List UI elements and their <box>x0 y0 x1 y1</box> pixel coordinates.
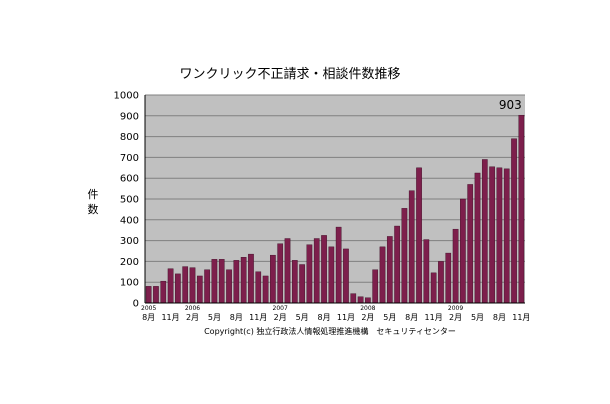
bar <box>379 246 386 304</box>
bar <box>291 260 298 304</box>
y-tick-label: 900 <box>120 111 139 122</box>
y-tick-label: 200 <box>120 257 139 268</box>
bar <box>218 259 225 304</box>
bar <box>328 246 335 304</box>
data-label: 903 <box>499 98 522 112</box>
bar <box>277 243 284 304</box>
chart-title: ワンクリック不正請求・相談件数推移 <box>179 66 400 82</box>
bar <box>496 167 503 304</box>
y-tick-label: 400 <box>120 215 139 226</box>
bar <box>233 260 240 304</box>
bar <box>452 228 459 304</box>
bar <box>189 267 196 304</box>
bar <box>306 244 313 304</box>
bar <box>167 268 174 304</box>
y-tick-label: 100 <box>120 278 139 289</box>
bar <box>211 259 218 304</box>
bar <box>321 235 327 304</box>
bar <box>423 239 430 304</box>
x-tick-label: 11月 <box>337 313 355 322</box>
bar <box>438 261 444 304</box>
y-tick-label: 700 <box>120 153 139 164</box>
x-tick-label: 11月 <box>249 313 267 322</box>
bar <box>430 272 437 304</box>
x-tick-label: 5月 <box>471 313 484 322</box>
x-tick-label: 11月 <box>425 313 443 322</box>
copyright-text: Copyright(c) 独立行政法人情報処理推進機構 セキュリティセンター <box>204 326 456 336</box>
bar <box>226 269 232 304</box>
bar <box>511 138 517 304</box>
bar <box>394 225 400 304</box>
bar <box>196 275 203 304</box>
x-tick-label: 2月 <box>274 313 287 322</box>
bar <box>460 198 466 304</box>
bar <box>270 254 276 304</box>
y-tick-label: 300 <box>120 236 139 247</box>
bar <box>408 190 415 304</box>
y-tick-label: 0 <box>133 299 139 310</box>
x-year-label: 2009 <box>448 305 463 312</box>
bar <box>467 184 474 304</box>
x-year-label: 2007 <box>273 305 288 312</box>
bar <box>284 238 291 304</box>
bar <box>386 236 393 304</box>
x-year-label: 2005 <box>141 305 156 312</box>
bar <box>401 208 408 304</box>
bar <box>481 159 488 304</box>
x-tick-label: 8月 <box>405 313 418 322</box>
y-axis-label: 数 <box>88 203 99 216</box>
bar <box>350 293 357 304</box>
bar <box>160 280 167 304</box>
bar <box>299 264 305 304</box>
bar <box>335 226 342 304</box>
x-year-label: 2008 <box>360 305 375 312</box>
bar <box>357 296 364 304</box>
bar <box>182 266 189 304</box>
y-axis-label: 件 <box>88 188 99 201</box>
bar <box>518 114 525 304</box>
y-tick-label: 500 <box>120 195 139 206</box>
x-tick-label: 5月 <box>208 313 221 322</box>
bar <box>313 238 320 304</box>
x-tick-label: 8月 <box>493 313 506 322</box>
x-year-label: 2006 <box>185 305 200 312</box>
y-tick-label: 1000 <box>114 91 139 102</box>
bar <box>445 252 452 304</box>
x-tick-label: 11月 <box>161 313 179 322</box>
bar <box>474 172 481 304</box>
bar <box>153 286 159 304</box>
bar <box>255 271 262 304</box>
bar <box>240 257 247 304</box>
x-tick-label: 5月 <box>296 313 309 322</box>
bar <box>343 248 349 304</box>
x-tick-label: 2月 <box>361 313 374 322</box>
y-tick-label: 600 <box>120 174 139 185</box>
bar <box>365 297 371 304</box>
x-tick-label: 8月 <box>317 313 330 322</box>
bar <box>204 269 210 304</box>
x-tick-label: 5月 <box>383 313 396 322</box>
bar <box>145 286 152 304</box>
y-tick-label: 800 <box>120 132 139 143</box>
bar <box>503 168 510 304</box>
bar <box>489 166 495 304</box>
bar <box>175 273 181 304</box>
x-tick-label: 2月 <box>186 313 199 322</box>
bar <box>416 167 422 304</box>
bar <box>372 269 379 304</box>
bar <box>262 275 269 304</box>
x-tick-label: 2月 <box>449 313 462 322</box>
bar <box>248 253 254 304</box>
x-tick-label: 8月 <box>230 313 243 322</box>
x-tick-label: 11月 <box>512 313 530 322</box>
x-tick-label: 8月 <box>142 313 155 322</box>
